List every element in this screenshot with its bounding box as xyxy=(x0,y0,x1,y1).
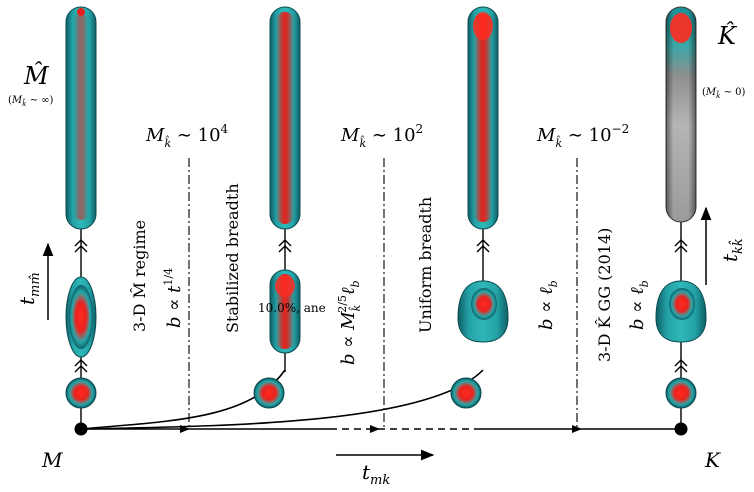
m-hat-label: M̂ xyxy=(23,62,50,90)
endpoint-k-dot xyxy=(674,422,688,436)
curve-to-stage-2 xyxy=(80,369,286,430)
k-hat-condition: (Mk̂ ∼ 0) xyxy=(702,87,746,100)
plume-stage-3 xyxy=(450,6,509,409)
regime-label-1: 3-D M̂ regime xyxy=(130,220,149,332)
m-hat-condition: (Mk̂ ∼ ∞) xyxy=(8,95,53,108)
threshold-label-1: Mk̂ ∼ 104 xyxy=(145,122,229,150)
endpoint-m-label: M xyxy=(41,448,63,472)
regime-label-3: Uniform breadth xyxy=(416,197,435,333)
regime-label-2: Stabilized breadth xyxy=(223,183,242,333)
threshold-label-3: Mk̂ ∼ 10−2 xyxy=(536,122,629,150)
plume-stage-4 xyxy=(655,6,707,409)
t-mm-label: tmm̂ xyxy=(15,272,43,305)
endpoint-m-dot xyxy=(74,422,88,436)
t-mk-label: tmk xyxy=(362,460,390,488)
scaling-law-3: b ∝ ℓb xyxy=(536,280,560,330)
endpoint-k-label: K xyxy=(704,448,721,472)
plume-stage-2 xyxy=(253,6,301,409)
t-kk-label: tkk̂ xyxy=(718,238,746,262)
regime-label-4: 3-D K̂ GG (2014) xyxy=(595,228,614,362)
threshold-label-2: Mk̂ ∼ 102 xyxy=(340,122,423,150)
overlap-text: 10.0%, ane xyxy=(258,301,326,315)
chevron-arrows xyxy=(74,239,688,373)
scaling-law-4: b ∝ ℓb xyxy=(627,280,651,330)
plume-stage-1 xyxy=(65,6,97,409)
k-hat-label: K̂ xyxy=(717,22,738,50)
scaling-law-1: b ∝ t1/4 xyxy=(162,268,185,328)
scaling-law-2: b ∝ Mk̂2/5ℓb xyxy=(336,281,363,366)
